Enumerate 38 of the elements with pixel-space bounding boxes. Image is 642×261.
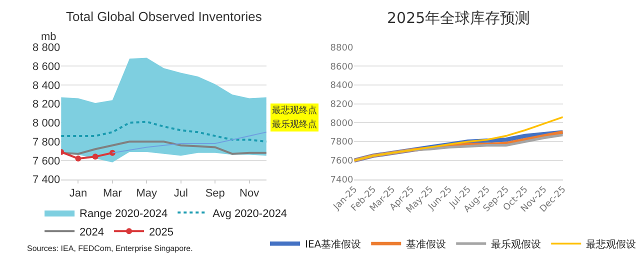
y-tick-label: 8 800: [32, 42, 60, 54]
legend-label: 2024: [80, 226, 104, 238]
y-tick-label: 8400: [330, 81, 354, 92]
x-tick-label: Jan: [69, 188, 88, 200]
chart-title: 2025年全球库存预测: [387, 9, 530, 27]
y-tick-label: 8600: [330, 62, 354, 72]
y-tick-label: 7400: [330, 175, 354, 186]
y-tick-label: 7600: [330, 156, 354, 167]
legend-label: IEA基准假设: [305, 238, 362, 250]
x-tick-label: May: [136, 188, 158, 200]
y-tick-label: 8 600: [32, 61, 60, 74]
y-tick-label: 7 800: [32, 136, 60, 148]
y-axis-title: mb: [41, 31, 56, 43]
y-tick-label: 7800: [330, 138, 354, 148]
x-tick-label: Mar: [102, 188, 122, 200]
legend-label: 最悲观假设: [586, 238, 636, 250]
y-tick-label: 8 200: [32, 98, 60, 111]
y-tick-label: 7 600: [32, 155, 60, 168]
line-series: [354, 116, 563, 162]
y-tick-label: 8800: [330, 43, 354, 54]
legend-label: 最乐观假设: [491, 238, 542, 250]
y-tick-label: 7 400: [32, 174, 60, 186]
legend-label: Avg 2020-2024: [212, 208, 288, 220]
x-tick-label: Nov: [240, 188, 260, 200]
legend-label: 基准假设: [406, 238, 446, 250]
chart-title: Total Global Observed Inventories: [66, 9, 262, 24]
x-tick-label: Sep: [205, 188, 225, 200]
source-note: Sources: IEA, FEDCom, Enterprise Singapore.: [27, 244, 193, 253]
legend-label: 2025: [149, 226, 174, 238]
y-tick-label: 8000: [330, 118, 354, 129]
y-tick-label: 8200: [330, 100, 354, 110]
legend-label: Range 2020-2024: [80, 208, 168, 220]
text: 最乐观终点: [272, 119, 317, 130]
x-tick-label: Jul: [174, 188, 188, 200]
y-tick-label: 8 400: [32, 80, 60, 92]
line-series: [61, 120, 266, 143]
text: 最悲观终点: [272, 105, 317, 116]
y-tick-label: 8 000: [32, 118, 60, 130]
